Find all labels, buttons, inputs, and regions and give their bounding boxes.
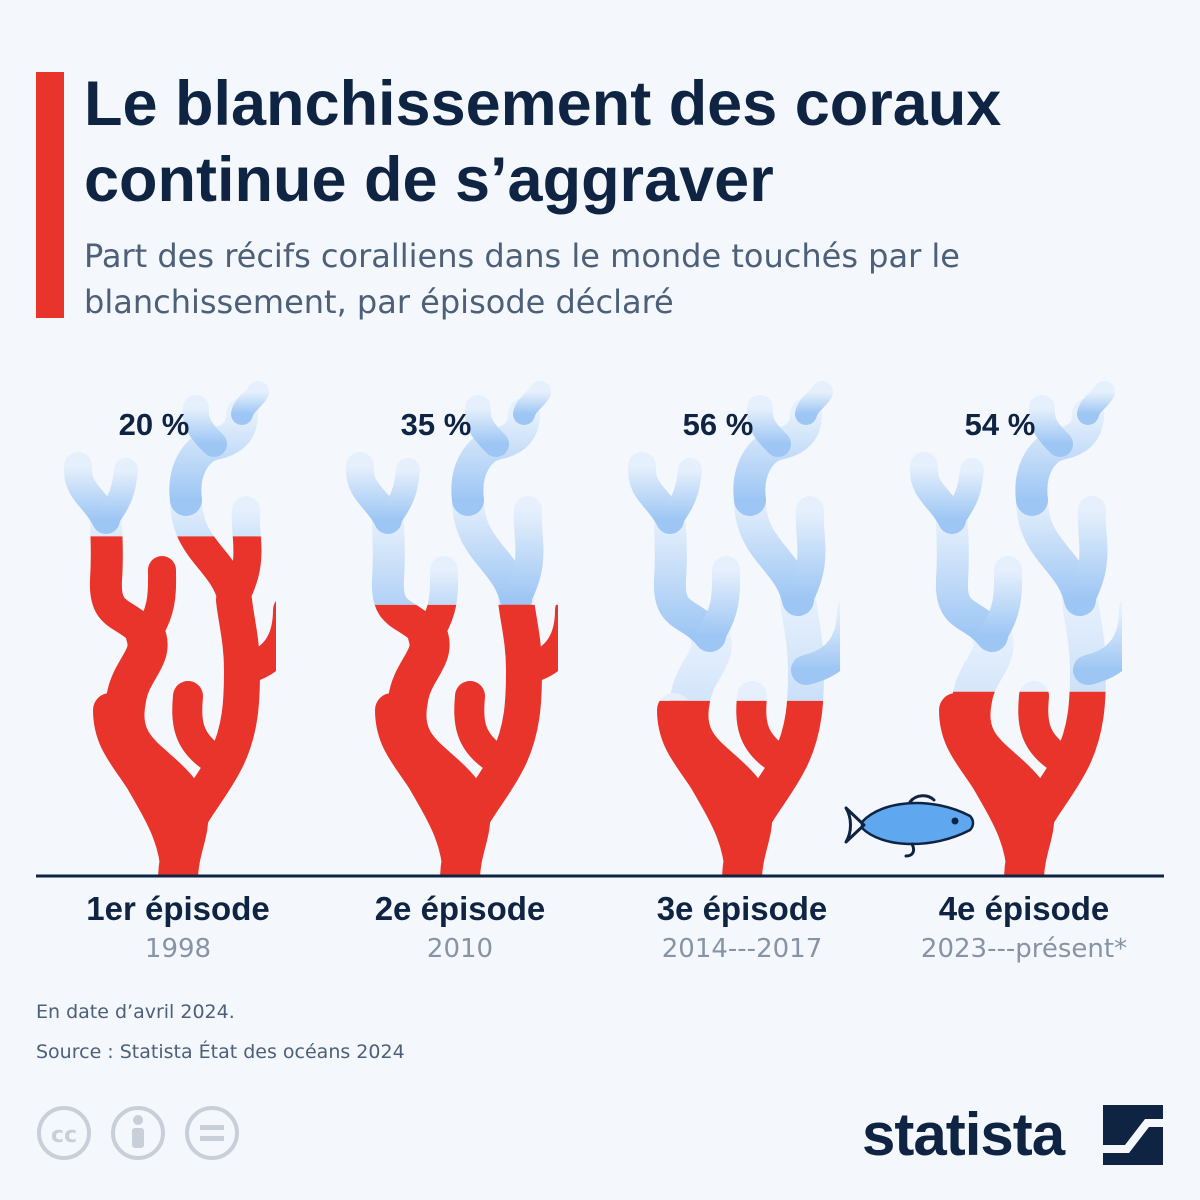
period-label: 2023‑-‑présent* [921,934,1127,964]
period-label: 2014‑-‑2017 [662,934,822,964]
value-label: 35 % [401,407,472,442]
category-label: 1er épisode [86,890,269,927]
source-link[interactable]: Source : Statista État des océans 2024 [36,1041,405,1063]
value-label: 20 % [119,407,190,442]
fish-icon [844,794,975,858]
value-label: 54 % [965,407,1036,442]
statista-logo-icon [1103,1105,1163,1165]
chart-title: Le blanchissement des coraux continue de… [84,69,1002,215]
chart-subtitle: Part des récifs coralliens dans le monde… [84,237,960,321]
value-label: 56 % [683,407,754,442]
period-label: 1998 [145,934,211,964]
coral-0 [78,392,288,896]
category-label: 3e épisode [657,890,828,927]
license-icons[interactable]: cc [36,1105,246,1161]
coral-chart: 20 % 35 % 56 % 54 % 1er épisode 2e épiso… [36,0,1164,964]
attribution-icon[interactable] [111,1106,165,1160]
svg-text:cc: cc [51,1123,77,1148]
statista-logo[interactable]: statista [862,1101,1065,1168]
cc-icon[interactable]: cc [37,1106,91,1160]
coral-2 [642,392,852,896]
no-derivatives-icon[interactable] [185,1106,239,1160]
category-label: 2e épisode [375,890,546,927]
category-label: 4e épisode [939,890,1110,927]
accent-bar [36,72,64,318]
coral-1 [360,392,570,896]
date-note: En date d’avril 2024. [36,1001,235,1023]
period-label: 2010 [427,934,493,964]
